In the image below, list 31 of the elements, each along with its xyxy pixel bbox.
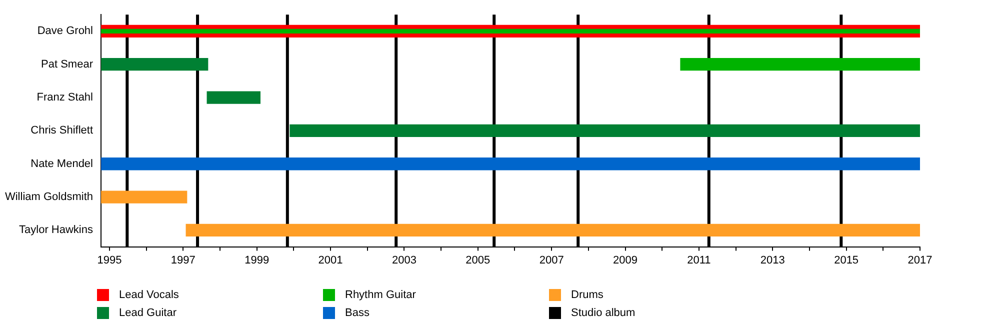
legend-label: Lead Guitar <box>119 307 176 319</box>
legend-label: Studio album <box>571 307 636 319</box>
y-tick-label: Franz Stahl <box>36 92 93 104</box>
x-tick-label: 2005 <box>466 254 490 266</box>
legend-label: Rhythm Guitar <box>345 289 416 301</box>
x-tick-label: 2003 <box>392 254 416 266</box>
bar <box>101 58 208 71</box>
y-tick-label: Dave Grohl <box>37 25 93 38</box>
x-tick-label: 1997 <box>170 254 196 266</box>
legend-label: Lead Vocals <box>119 289 179 301</box>
legend-label: Bass <box>345 307 370 319</box>
bar <box>290 124 920 138</box>
bar <box>206 91 260 104</box>
x-tick-label: 2011 <box>687 254 711 266</box>
y-tick-label: William Goldsmith <box>4 191 93 204</box>
y-tick-label: Pat Smear <box>41 58 94 70</box>
x-tick-label: 1999 <box>244 254 270 266</box>
x-tick-label: 2017 <box>908 254 932 266</box>
x-tick-label: 2015 <box>834 254 859 266</box>
legend-label: Drums <box>571 289 604 301</box>
x-tick-label: 1995 <box>97 254 122 266</box>
x-tick-label: 2007 <box>539 254 564 266</box>
bar <box>101 158 920 170</box>
y-tick-label: Taylor Hawkins <box>19 224 94 236</box>
y-tick-label: Chris Shiflett <box>30 124 93 137</box>
bar <box>186 224 920 237</box>
bar <box>101 190 188 204</box>
x-tick-label: 2001 <box>318 254 343 266</box>
x-tick-label: 2009 <box>613 254 638 266</box>
y-tick-label: Nate Mendel <box>30 158 93 170</box>
x-tick-label: 2013 <box>760 254 785 266</box>
